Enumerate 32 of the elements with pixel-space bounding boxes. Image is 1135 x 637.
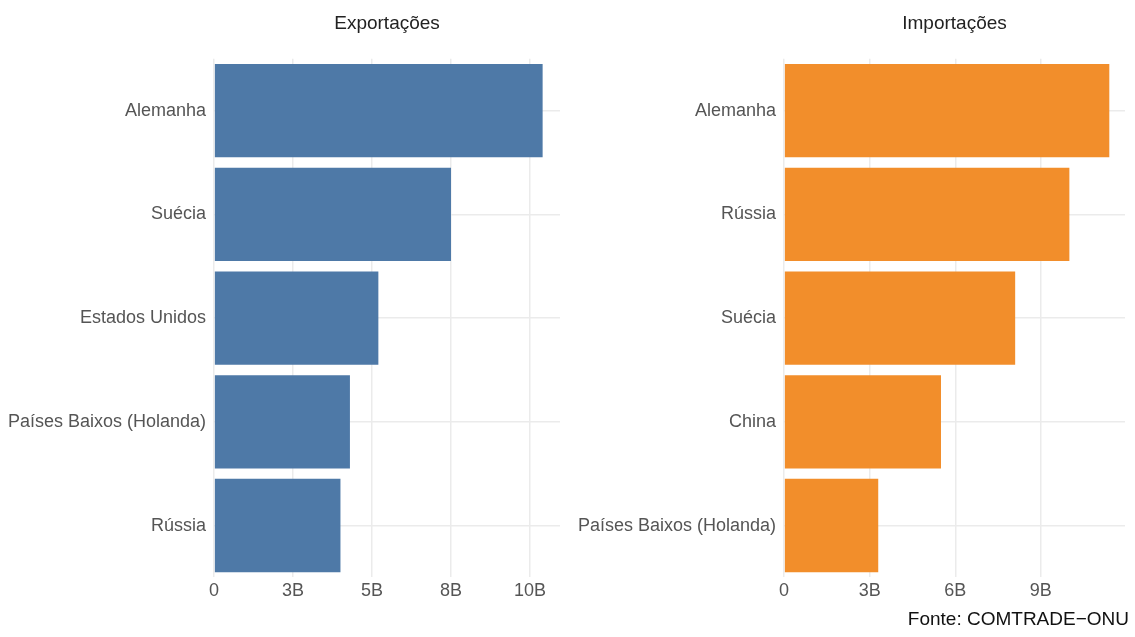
x-tick-label: 0: [779, 580, 790, 601]
bar: [214, 478, 341, 573]
x-tick-label: 10B: [513, 580, 547, 601]
bar: [784, 167, 1070, 262]
y-tick-label: Países Baixos (Holanda): [577, 514, 777, 535]
x-tick-label: 3B: [858, 580, 881, 601]
bar: [214, 271, 379, 365]
x-tick-label: 9B: [1029, 580, 1052, 601]
y-tick-label: Rússia: [151, 514, 208, 535]
bar: [784, 63, 1110, 158]
y-tick-label: Alemanha: [125, 99, 208, 120]
bar: [784, 375, 941, 469]
x-tick-label: 3B: [282, 580, 305, 601]
bar: [784, 478, 879, 573]
y-tick-label: China: [729, 410, 778, 431]
y-tick-label: Rússia: [721, 203, 778, 224]
x-tick-label: 8B: [440, 580, 463, 601]
chart-title: Exportações: [333, 12, 441, 34]
source-note: Fonte: COMTRADE−ONU: [907, 608, 1129, 630]
chart-title: Importações: [901, 12, 1008, 34]
bar: [214, 63, 543, 158]
y-tick-label: Suécia: [721, 307, 778, 328]
bar: [214, 167, 452, 262]
x-tick-label: 5B: [361, 580, 384, 601]
y-tick-label: Suécia: [151, 203, 208, 224]
bar: [214, 375, 350, 469]
x-tick-label: 0: [209, 580, 220, 601]
y-tick-label: Estados Unidos: [80, 307, 207, 328]
x-tick-label: 6B: [944, 580, 967, 601]
y-tick-label: Alemanha: [695, 99, 778, 120]
y-tick-label: Países Baixos (Holanda): [7, 410, 207, 431]
bar: [784, 271, 1016, 365]
